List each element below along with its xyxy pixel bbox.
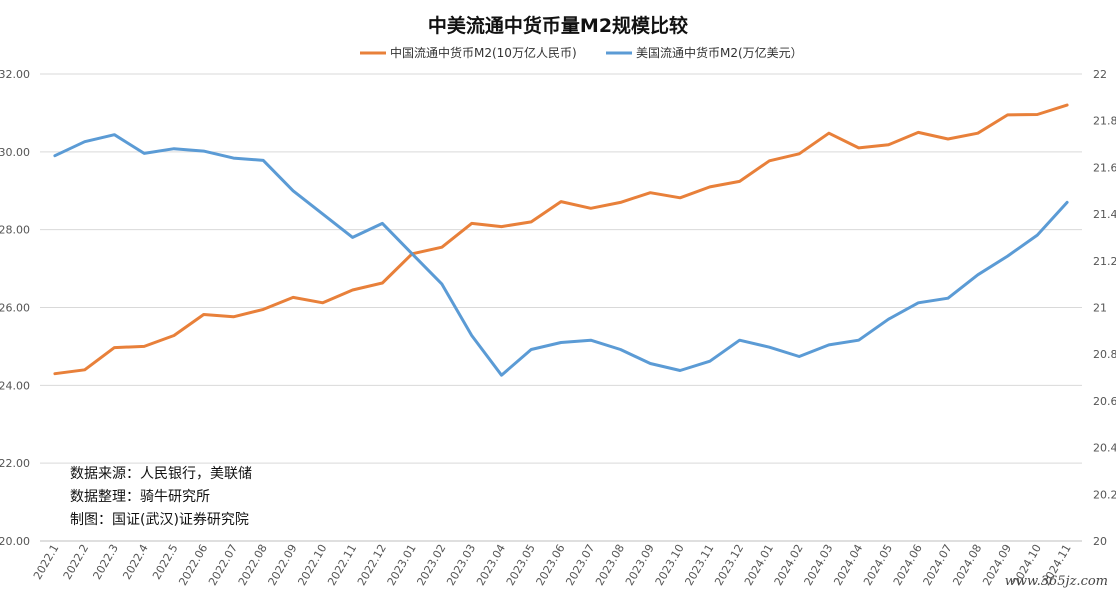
right-tick-label: 20.2 [1093,488,1116,501]
left-axis: 32.00 30.00 28.00 26.00 24.00 22.00 20.00 [0,68,30,548]
x-tick-label: 2022.1 [31,542,62,582]
right-tick-label: 20 [1093,535,1107,548]
left-tick-label: 30.00 [0,146,30,159]
x-tick-label: 2022.4 [120,542,151,582]
chart-title: 中美流通中货币量M2规模比较 [428,14,688,37]
right-tick-label: 22 [1093,68,1107,81]
legend-label: 美国流通中货币M2(万亿美元） [636,45,803,60]
right-axis: 22 21.8 21.6 21.4 21.2 21 20.8 20.6 20.4 20.2 20 [1093,68,1116,548]
series-lines [53,103,1069,377]
right-tick-label: 20.8 [1093,348,1116,361]
right-tick-label: 21 [1093,302,1107,315]
x-axis: 2022.1 2022.2 2022.3 2022.4 2022.52022.06202… [31,540,1082,588]
right-tick-label: 21.4 [1093,208,1116,221]
legend: 中国流通中货币M2(10万亿人民币) 美国流通中货币M2(万亿美元） [360,45,803,60]
note-data-compiler: 数据整理：骑牛研究所 [70,489,210,505]
series-line-us-m2 [53,133,1069,377]
left-tick-label: 20.00 [0,535,30,548]
right-tick-label: 20.6 [1093,395,1116,408]
watermark: www.365jz.com [1004,574,1108,589]
right-tick-label: 21.6 [1093,161,1116,174]
left-tick-label: 26.00 [0,302,30,315]
note-data-source: 数据来源：人民银行，美联储 [70,466,252,482]
left-tick-label: 32.00 [0,68,30,81]
right-tick-label: 21.8 [1093,115,1116,128]
series-line-china-m2 [53,103,1069,376]
left-tick-label: 24.00 [0,379,30,392]
right-tick-label: 20.4 [1093,442,1116,455]
x-tick-label: 2022.2 [61,542,92,582]
x-tick-label: 2022.5 [150,542,181,582]
right-tick-label: 21.2 [1093,255,1116,268]
x-tick-label: 2022.3 [91,542,122,582]
left-tick-label: 28.00 [0,224,30,237]
left-tick-label: 22.00 [0,457,30,470]
note-chart-author: 制图：国证(武汉)证券研究院 [70,512,249,528]
legend-label: 中国流通中货币M2(10万亿人民币) [390,45,577,60]
